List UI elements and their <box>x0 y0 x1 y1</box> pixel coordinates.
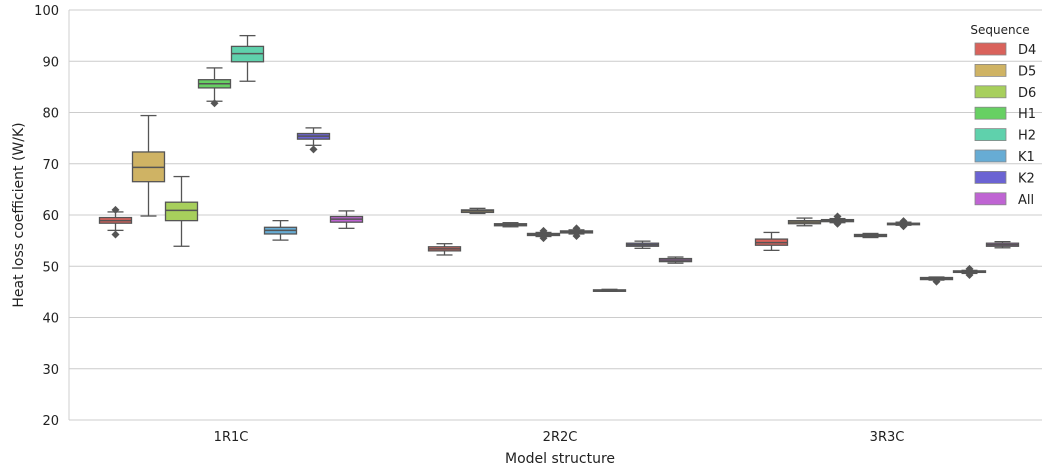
box-d5-3r3c <box>787 217 822 227</box>
y-gridlines <box>69 9 1042 421</box>
legend-swatch-h2 <box>974 128 1007 142</box>
y-axis-label: Heat loss coefficient (W/K) <box>11 122 27 307</box>
box-all-3r3c <box>985 240 1020 249</box>
box-d6-2r2c <box>493 222 528 228</box>
outlier-marker <box>539 226 548 235</box>
box-k1-3r3c <box>919 276 954 286</box>
x-tick-label: 1R1C <box>214 430 249 445</box>
y-tick-label: 50 <box>42 260 59 275</box>
legend-label-d4: D4 <box>1018 43 1036 58</box>
y-tick-labels: 20 30 40 50 60 70 80 90 100 <box>34 4 59 429</box>
box-k1-1r1c <box>263 219 298 241</box>
box-k2-1r1c <box>296 127 331 154</box>
outlier-marker <box>111 205 120 214</box>
y-tick-label: 60 <box>42 209 59 224</box>
outlier-marker <box>965 270 974 279</box>
outlier-marker <box>965 264 974 273</box>
legend-swatch-d6 <box>974 85 1007 99</box>
legend-swatch-d4 <box>974 42 1007 56</box>
outlier-marker <box>932 277 941 286</box>
legend-title: Sequence <box>970 23 1029 37</box>
box-h2-2r2c <box>559 224 594 241</box>
box-h1-3r3c <box>853 232 888 239</box>
x-tick-label: 2R2C <box>543 430 578 445</box>
box-h2-3r3c <box>886 217 921 231</box>
legend-label-d6: D6 <box>1018 86 1036 101</box>
y-tick-label: 80 <box>42 107 59 122</box>
box-d6-1r1c <box>164 175 199 247</box>
box-k2-3r3c <box>952 264 987 279</box>
outlier-marker <box>572 232 581 241</box>
y-tick-label: 20 <box>42 414 59 429</box>
outlier-marker <box>111 230 120 239</box>
box-d5-1r1c <box>131 114 166 217</box>
box-body <box>164 201 199 222</box>
legend-swatch-k2 <box>974 170 1007 184</box>
legend-label-k1: K1 <box>1018 150 1035 165</box>
box-h2-1r1c <box>230 34 265 82</box>
legend-label-k2: K2 <box>1018 171 1035 186</box>
outlier-marker <box>899 217 908 226</box>
box-groups <box>98 34 1020 293</box>
legend-label-all: All <box>1018 193 1034 208</box>
legend-swatch-k1 <box>974 149 1007 163</box>
y-tick-label: 70 <box>42 158 59 173</box>
outlier-marker <box>210 99 219 108</box>
legend-swatch-d5 <box>974 64 1007 77</box>
legend-swatch-h1 <box>974 106 1007 120</box>
x-axis-label: Model structure <box>505 451 615 467</box>
y-tick-label: 90 <box>42 55 59 70</box>
box-d4-2r2c <box>427 243 462 256</box>
legend: Sequence D4 D5 D6 H1 H2 K1 K2 All <box>970 23 1036 208</box>
outlier-marker <box>539 234 548 243</box>
box-h1-1r1c <box>197 67 232 108</box>
box-d4-3r3c <box>754 231 789 252</box>
outlier-marker <box>899 222 908 231</box>
box-all-1r1c <box>329 210 364 229</box>
x-tick-label: 3R3C <box>870 430 905 445</box>
box-all-2r2c <box>658 256 693 264</box>
box-d5-2r2c <box>460 207 495 215</box>
legend-swatch-all <box>974 192 1007 206</box>
y-tick-label: 100 <box>34 4 59 19</box>
box-d4-1r1c <box>98 205 133 239</box>
box-k1-2r2c <box>592 288 627 293</box>
outlier-marker <box>309 145 318 154</box>
outlier-marker <box>833 212 842 221</box>
y-tick-label: 40 <box>42 312 59 327</box>
outlier-marker <box>833 219 842 228</box>
box-k2-2r2c <box>625 240 660 249</box>
box-d6-3r3c <box>820 212 855 228</box>
legend-label-h2: H2 <box>1018 129 1036 144</box>
legend-label-h1: H1 <box>1018 107 1036 122</box>
x-tick-labels: 1R1C 2R2C 3R3C <box>214 430 905 445</box>
box-h1-2r2c <box>526 226 561 243</box>
legend-label-d5: D5 <box>1018 64 1036 79</box>
y-tick-label: 30 <box>42 363 59 378</box>
outlier-marker <box>572 224 581 233</box>
